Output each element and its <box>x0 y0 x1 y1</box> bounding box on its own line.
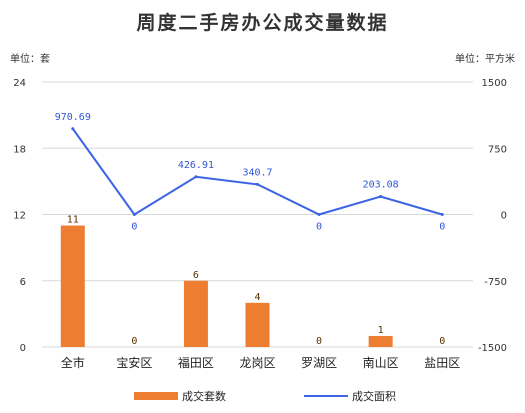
line-data-label: 0 <box>439 222 445 233</box>
legend-label-line: 成交面积 <box>352 390 396 403</box>
left-axis-unit: 单位：套 <box>10 54 50 65</box>
right-tick-label: -750 <box>484 277 507 288</box>
bar-data-label: 4 <box>254 292 260 303</box>
chart-title: 周度二手房办公成交量数据 <box>136 12 389 34</box>
right-tick-label: 750 <box>488 144 507 155</box>
bar-data-label: 6 <box>193 270 199 281</box>
legend-item-line: 成交面积 <box>304 388 396 404</box>
right-tick-label: 1500 <box>482 78 507 89</box>
category-label: 盐田区 <box>424 356 460 370</box>
line-point <box>194 175 198 179</box>
bar-data-label: 0 <box>131 336 137 347</box>
left-tick-label: 12 <box>13 211 26 222</box>
bar-data-label: 1 <box>378 325 384 336</box>
category-label: 罗湖区 <box>301 355 337 370</box>
right-tick-label: 0 <box>501 211 507 222</box>
line-point <box>132 213 136 216</box>
line-data-label: 970.69 <box>55 112 91 123</box>
bar <box>368 335 393 347</box>
line-data-label: 426.91 <box>178 160 214 171</box>
legend-label-bars: 成交套数 <box>182 390 226 403</box>
bar <box>183 280 208 347</box>
category-label: 福田区 <box>178 355 214 370</box>
bar-data-label: 0 <box>439 336 445 347</box>
line-point <box>71 127 75 131</box>
line-data-label: 0 <box>316 222 322 233</box>
line-data-label: 203.08 <box>363 180 399 191</box>
line-point <box>440 213 444 216</box>
bar <box>60 225 85 347</box>
legend-item-bars: 成交套数 <box>134 388 226 404</box>
category-label: 龙岗区 <box>239 356 275 370</box>
chart-legend: 成交套数 成交面积 <box>0 388 525 408</box>
right-tick-label: -1500 <box>478 343 507 354</box>
left-tick-label: 18 <box>13 144 26 155</box>
legend-bar-swatch <box>134 392 178 400</box>
bar <box>245 302 270 347</box>
left-tick-label: 6 <box>20 277 26 288</box>
left-tick-label: 24 <box>13 78 26 89</box>
bar-data-label: 11 <box>67 215 79 226</box>
line-point <box>379 195 383 199</box>
legend-line-swatch <box>304 395 348 397</box>
line-data-label: 340.7 <box>242 167 272 178</box>
line-data-label: 0 <box>131 222 137 233</box>
category-label: 全市 <box>61 355 85 370</box>
line-point <box>256 182 259 186</box>
left-tick-label: 0 <box>20 343 26 354</box>
right-axis-unit: 单位：平方米 <box>455 54 515 65</box>
bar-data-label: 0 <box>316 336 322 347</box>
line-point <box>317 213 321 216</box>
category-label: 宝安区 <box>116 355 152 370</box>
category-label: 南山区 <box>363 355 399 370</box>
